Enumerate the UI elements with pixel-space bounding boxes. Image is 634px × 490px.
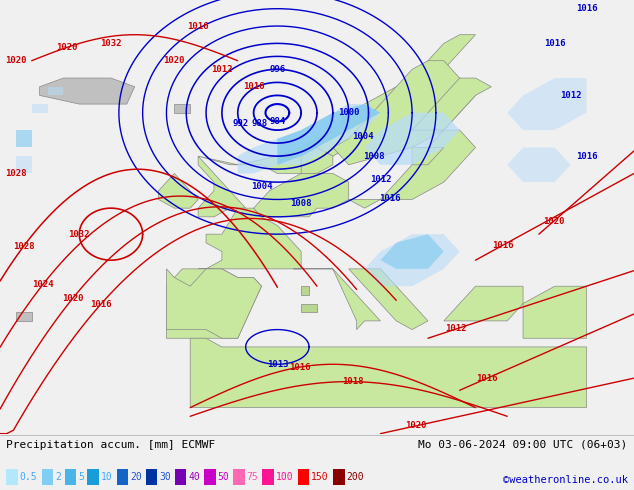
Text: 1012: 1012	[560, 91, 581, 100]
Bar	[6, 468, 18, 486]
Text: 1020: 1020	[61, 294, 83, 303]
Text: 996: 996	[269, 65, 285, 74]
Polygon shape	[166, 269, 261, 338]
Text: 40: 40	[188, 472, 200, 482]
Text: 10: 10	[101, 472, 113, 482]
Text: 1016: 1016	[476, 374, 498, 383]
Text: ©weatheronline.co.uk: ©weatheronline.co.uk	[503, 475, 628, 485]
Text: 5: 5	[78, 472, 84, 482]
Bar	[146, 468, 157, 486]
Polygon shape	[412, 78, 491, 130]
Text: 1016: 1016	[544, 39, 566, 48]
Bar	[204, 468, 216, 486]
Polygon shape	[412, 147, 444, 165]
Polygon shape	[301, 147, 333, 173]
Polygon shape	[166, 269, 261, 338]
Polygon shape	[380, 234, 444, 269]
Text: 20: 20	[130, 472, 142, 482]
Text: 100: 100	[276, 472, 294, 482]
Text: 2: 2	[55, 472, 61, 482]
Text: 1016: 1016	[188, 22, 209, 30]
Text: 200: 200	[347, 472, 365, 482]
Bar	[175, 468, 186, 486]
Text: 150: 150	[311, 472, 329, 482]
Polygon shape	[507, 78, 586, 130]
Polygon shape	[523, 286, 586, 338]
Polygon shape	[32, 104, 48, 113]
Text: 1012: 1012	[446, 324, 467, 333]
Text: Mo 03-06-2024 09:00 UTC (06+03): Mo 03-06-2024 09:00 UTC (06+03)	[418, 440, 628, 450]
Text: 1012: 1012	[211, 65, 233, 74]
Bar	[117, 468, 128, 486]
Text: 1018: 1018	[342, 377, 363, 386]
Polygon shape	[349, 130, 476, 208]
Bar	[233, 468, 245, 486]
Text: 1012: 1012	[370, 175, 391, 184]
Polygon shape	[254, 173, 349, 217]
Text: 1020: 1020	[543, 217, 565, 225]
Polygon shape	[190, 338, 586, 408]
Text: 1032: 1032	[100, 39, 122, 48]
Bar	[65, 468, 76, 486]
Text: 1008: 1008	[363, 151, 384, 161]
Polygon shape	[174, 104, 190, 113]
Polygon shape	[278, 104, 380, 165]
Polygon shape	[444, 286, 523, 321]
Text: 1020: 1020	[5, 56, 27, 65]
Polygon shape	[48, 87, 63, 96]
Polygon shape	[365, 113, 460, 165]
Text: 988: 988	[251, 120, 267, 128]
Text: 1028: 1028	[5, 169, 27, 178]
Text: 1020: 1020	[164, 56, 185, 65]
Polygon shape	[16, 312, 32, 321]
Text: 1024: 1024	[32, 280, 54, 289]
Text: 1000: 1000	[338, 108, 359, 117]
Bar	[262, 468, 274, 486]
Polygon shape	[198, 156, 246, 217]
Bar	[333, 468, 345, 486]
Text: 1016: 1016	[90, 300, 112, 309]
Text: 1016: 1016	[576, 151, 597, 161]
Polygon shape	[365, 234, 460, 286]
Text: 992: 992	[232, 119, 248, 127]
Polygon shape	[158, 173, 198, 208]
Bar	[298, 468, 309, 486]
Text: 1004: 1004	[251, 182, 272, 191]
Text: 1032: 1032	[68, 230, 90, 239]
Polygon shape	[333, 61, 476, 165]
Polygon shape	[16, 130, 32, 147]
Polygon shape	[293, 269, 380, 330]
Text: 1008: 1008	[290, 199, 312, 208]
Polygon shape	[16, 156, 32, 173]
Text: Precipitation accum. [mm] ECMWF: Precipitation accum. [mm] ECMWF	[6, 440, 216, 450]
Text: 1016: 1016	[243, 82, 264, 91]
Text: 984: 984	[269, 117, 285, 126]
Polygon shape	[301, 304, 317, 312]
Text: 1016: 1016	[576, 4, 597, 13]
Text: 75: 75	[247, 472, 259, 482]
Polygon shape	[349, 269, 428, 330]
Bar	[42, 468, 53, 486]
Text: 1013: 1013	[267, 360, 288, 369]
Text: 0.5: 0.5	[20, 472, 37, 482]
Text: 1016: 1016	[289, 363, 311, 371]
Text: 1016: 1016	[378, 194, 400, 203]
Text: 50: 50	[217, 472, 230, 482]
Polygon shape	[238, 104, 380, 173]
Polygon shape	[507, 147, 571, 182]
Text: 30: 30	[159, 472, 171, 482]
Polygon shape	[301, 286, 309, 295]
Text: 1028: 1028	[13, 242, 34, 251]
Bar	[87, 468, 99, 486]
Polygon shape	[198, 35, 476, 173]
Text: 1020: 1020	[56, 43, 78, 52]
Polygon shape	[198, 208, 301, 269]
Polygon shape	[39, 78, 134, 104]
Text: 1004: 1004	[353, 132, 374, 141]
Text: 1016: 1016	[492, 241, 514, 250]
Text: 1020: 1020	[404, 421, 426, 431]
